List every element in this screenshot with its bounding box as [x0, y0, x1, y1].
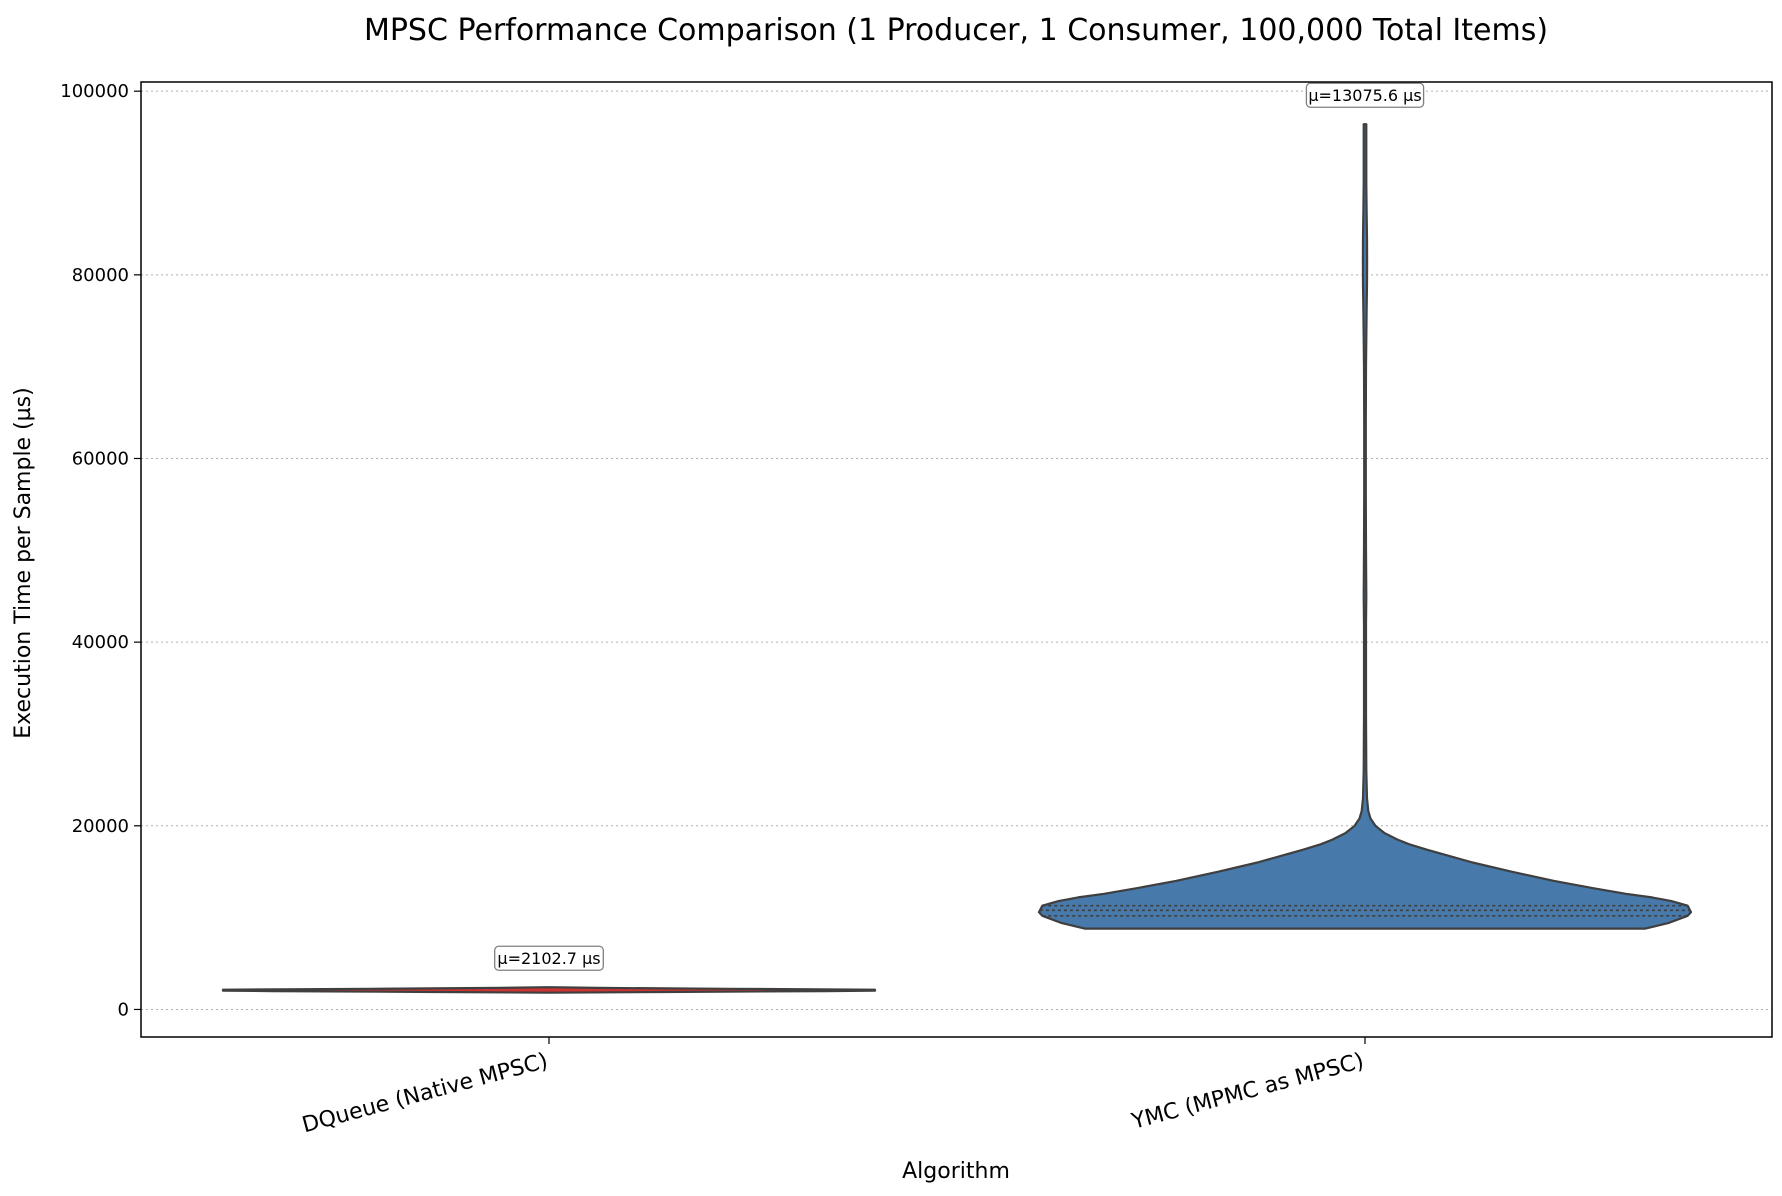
mean-annotation-box [1305, 82, 1425, 108]
y-tick-label: 80000 [72, 265, 129, 286]
y-axis-ticks: 0 20000 40000 60000 80000 100000 [60, 81, 141, 1020]
violins [221, 123, 1693, 994]
mean-annotation-label: µ=2102.7 µs [497, 949, 600, 968]
y-tick-label: 100000 [60, 81, 129, 102]
y-tick-label: 40000 [72, 632, 129, 653]
plot-area-frame [140, 81, 1773, 1038]
violin-body [221, 986, 877, 994]
gridlines [141, 90, 1772, 1010]
chart-title: MPSC Performance Comparison (1 Producer,… [364, 13, 1548, 48]
mean-annotation-box [494, 945, 604, 971]
mean-annotations: µ=2102.7 µs µ=13075.6 µs [494, 82, 1425, 971]
y-tick-label: 60000 [72, 448, 129, 469]
violin-body [1037, 123, 1693, 930]
x-axis-label: Algorithm [902, 1159, 1010, 1184]
y-axis-label: Execution Time per Sample (µs) [11, 387, 36, 738]
y-tick-label: 0 [118, 999, 129, 1020]
mean-annotation-label: µ=13075.6 µs [1308, 86, 1421, 105]
y-tick-label: 20000 [72, 816, 129, 837]
